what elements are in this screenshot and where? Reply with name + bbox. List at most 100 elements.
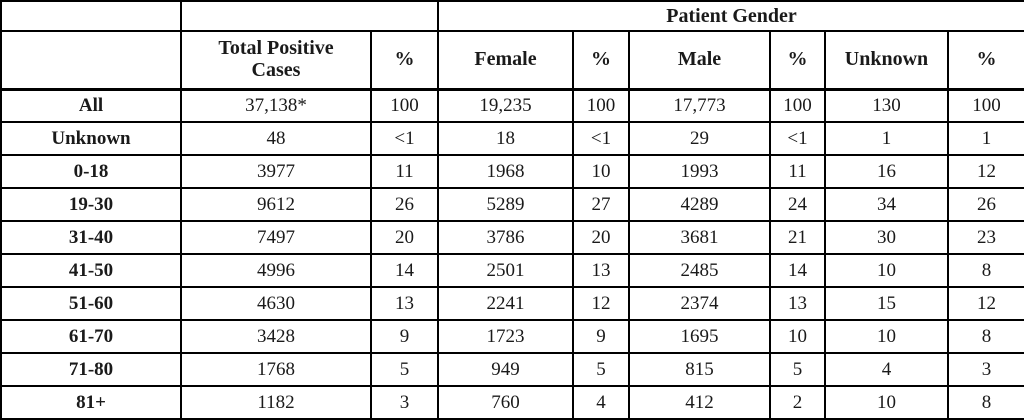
cell-unknown-pct: 12 xyxy=(946,286,1024,321)
cell-female-pct: 9 xyxy=(572,319,630,354)
cell-male-pct: 21 xyxy=(769,220,826,255)
row-label: 41-50 xyxy=(0,253,182,288)
cell-total-pct: 20 xyxy=(370,220,439,255)
table-row-31-40: 31-40 7497 20 3786 20 3681 21 30 23 xyxy=(0,220,1024,255)
group-header-row: Patient Gender xyxy=(0,0,1024,32)
col-header-total-positive-cases: Total Positive Cases xyxy=(180,30,372,91)
row-label: 51-60 xyxy=(0,286,182,321)
cell-male: 2485 xyxy=(628,253,771,288)
table-row-81-plus: 81+ 1182 3 760 4 412 2 10 8 xyxy=(0,385,1024,420)
cell-female: 949 xyxy=(437,352,574,387)
cell-female-pct: 10 xyxy=(572,154,630,189)
cell-male-pct: 14 xyxy=(769,253,826,288)
row-label: 31-40 xyxy=(0,220,182,255)
cell-total: 3977 xyxy=(180,154,372,189)
cell-male: 1695 xyxy=(628,319,771,354)
cell-male: 1993 xyxy=(628,154,771,189)
row-label: All xyxy=(0,88,182,123)
cell-male-pct: <1 xyxy=(769,121,826,156)
row-label: 0-18 xyxy=(0,154,182,189)
table-row-61-70: 61-70 3428 9 1723 9 1695 10 10 8 xyxy=(0,319,1024,354)
cell-unknown-pct: 8 xyxy=(946,385,1024,420)
empty-corner-cell xyxy=(0,0,182,32)
cell-male: 2374 xyxy=(628,286,771,321)
cell-female-pct: 27 xyxy=(572,187,630,222)
cell-unknown: 34 xyxy=(824,187,949,222)
cell-total-pct: 9 xyxy=(370,319,439,354)
table-row-51-60: 51-60 4630 13 2241 12 2374 13 15 12 xyxy=(0,286,1024,321)
cell-unknown: 1 xyxy=(824,121,949,156)
cell-female-pct: 5 xyxy=(572,352,630,387)
cell-female-pct: <1 xyxy=(572,121,630,156)
cell-total: 37,138* xyxy=(180,88,372,123)
cell-male-pct: 5 xyxy=(769,352,826,387)
col-header-female-pct: % xyxy=(572,30,630,91)
cell-female: 760 xyxy=(437,385,574,420)
cell-male-pct: 2 xyxy=(769,385,826,420)
col-header-unknown-pct: % xyxy=(946,30,1024,91)
cell-male: 3681 xyxy=(628,220,771,255)
cell-male: 412 xyxy=(628,385,771,420)
cell-female: 19,235 xyxy=(437,88,574,123)
cell-unknown-pct: 12 xyxy=(946,154,1024,189)
cell-female-pct: 4 xyxy=(572,385,630,420)
cell-male: 17,773 xyxy=(628,88,771,123)
table-row-unknown: Unknown 48 <1 18 <1 29 <1 1 1 xyxy=(0,121,1024,156)
cell-unknown: 10 xyxy=(824,385,949,420)
cell-female: 1723 xyxy=(437,319,574,354)
cell-female-pct: 13 xyxy=(572,253,630,288)
table-row-0-18: 0-18 3977 11 1968 10 1993 11 16 12 xyxy=(0,154,1024,189)
cell-female-pct: 100 xyxy=(572,88,630,123)
cell-total-pct: 26 xyxy=(370,187,439,222)
cell-unknown: 15 xyxy=(824,286,949,321)
column-header-row: Total Positive Cases % Female % Male % U… xyxy=(0,30,1024,91)
cell-total: 4996 xyxy=(180,253,372,288)
cell-unknown-pct: 100 xyxy=(946,88,1024,123)
cell-female: 2501 xyxy=(437,253,574,288)
col-header-total-pct: % xyxy=(370,30,439,91)
row-label: 81+ xyxy=(0,385,182,420)
cell-total: 48 xyxy=(180,121,372,156)
row-label: Unknown xyxy=(0,121,182,156)
cell-unknown-pct: 8 xyxy=(946,253,1024,288)
cell-total: 9612 xyxy=(180,187,372,222)
cell-unknown: 16 xyxy=(824,154,949,189)
cell-female: 2241 xyxy=(437,286,574,321)
row-label: 19-30 xyxy=(0,187,182,222)
row-label: 71-80 xyxy=(0,352,182,387)
col-header-female: Female xyxy=(437,30,574,91)
table-row-all: All 37,138* 100 19,235 100 17,773 100 13… xyxy=(0,88,1024,123)
cell-unknown-pct: 26 xyxy=(946,187,1024,222)
cell-total-pct: 3 xyxy=(370,385,439,420)
cell-total-pct: 14 xyxy=(370,253,439,288)
cell-male: 815 xyxy=(628,352,771,387)
col-header-unknown: Unknown xyxy=(824,30,949,91)
table-row-41-50: 41-50 4996 14 2501 13 2485 14 10 8 xyxy=(0,253,1024,288)
cell-unknown: 130 xyxy=(824,88,949,123)
table-row-71-80: 71-80 1768 5 949 5 815 5 4 3 xyxy=(0,352,1024,387)
cell-female: 3786 xyxy=(437,220,574,255)
cell-female-pct: 20 xyxy=(572,220,630,255)
cell-unknown: 30 xyxy=(824,220,949,255)
cell-total-pct: 13 xyxy=(370,286,439,321)
col-header-male-pct: % xyxy=(769,30,826,91)
cell-unknown-pct: 8 xyxy=(946,319,1024,354)
cell-total-pct: 11 xyxy=(370,154,439,189)
cell-unknown-pct: 23 xyxy=(946,220,1024,255)
cell-total-pct: 5 xyxy=(370,352,439,387)
cell-female: 5289 xyxy=(437,187,574,222)
cell-total-pct: 100 xyxy=(370,88,439,123)
cell-male-pct: 13 xyxy=(769,286,826,321)
cell-total: 1768 xyxy=(180,352,372,387)
cell-total-pct: <1 xyxy=(370,121,439,156)
cell-unknown-pct: 1 xyxy=(946,121,1024,156)
cell-unknown: 10 xyxy=(824,319,949,354)
cell-male-pct: 10 xyxy=(769,319,826,354)
row-label: 61-70 xyxy=(0,319,182,354)
cell-male-pct: 100 xyxy=(769,88,826,123)
cell-male: 4289 xyxy=(628,187,771,222)
cell-female: 1968 xyxy=(437,154,574,189)
col-header-total-positive-cases-label: Total Positive Cases xyxy=(218,37,334,82)
cell-male-pct: 24 xyxy=(769,187,826,222)
